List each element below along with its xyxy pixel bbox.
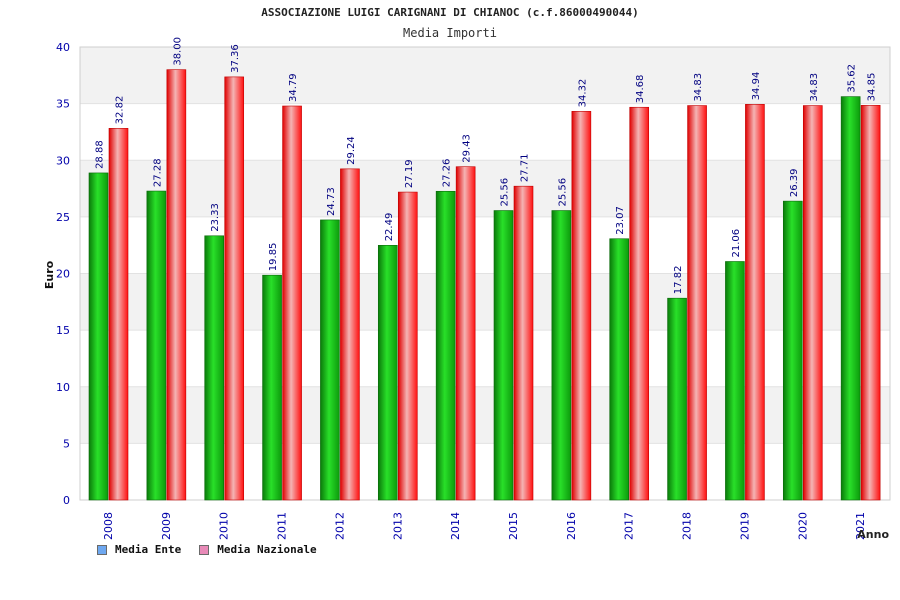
x-tick-label: 2018 [681, 512, 694, 540]
chart-subtitle: Media Importi [403, 26, 497, 40]
bar-media-nazionale [397, 191, 418, 501]
bar-value-label: 17.82 [673, 266, 684, 295]
bar-media-nazionale [687, 105, 707, 501]
bar-media-nazionale [802, 105, 823, 501]
bar-value-label: 27.26 [442, 159, 453, 188]
bar-media-ente [725, 261, 745, 501]
bar-value-label: 29.24 [346, 136, 357, 165]
bar-media-ente [840, 96, 861, 501]
x-tick-label: 2020 [796, 512, 809, 540]
legend-swatch-ente [97, 544, 107, 555]
bar-media-nazionale [860, 105, 881, 501]
x-tick-label: 2014 [449, 512, 462, 540]
x-tick-label: 2013 [391, 512, 404, 540]
bar-value-label: 38.00 [172, 37, 183, 66]
bar-value-label: 21.06 [731, 229, 742, 258]
legend-label-ente: Media Ente [115, 543, 182, 556]
bar-media-ente [493, 210, 514, 501]
bar-value-label: 27.71 [520, 154, 531, 183]
bar-value-label: 35.62 [847, 64, 858, 93]
bar-value-label: 25.56 [557, 178, 568, 207]
bar-value-label: 34.83 [693, 73, 704, 102]
bar-media-nazionale [629, 106, 650, 501]
legend-item-nazionale: Media Nazionale [199, 543, 317, 556]
bar-value-label: 24.73 [326, 187, 337, 216]
bar-media-ente [320, 219, 340, 501]
x-tick-label: 2015 [507, 512, 520, 540]
y-tick-label: 25 [56, 211, 70, 224]
bar-value-label: 22.49 [384, 213, 395, 242]
bar-value-label: 26.39 [789, 168, 800, 197]
bar-media-nazionale [224, 76, 245, 501]
bar-media-nazionale [513, 185, 534, 501]
x-tick-label: 2019 [738, 512, 751, 540]
legend-label-nazionale: Media Nazionale [217, 543, 317, 556]
bar-media-nazionale [282, 105, 302, 501]
bar-value-label: 34.32 [577, 79, 588, 108]
bar-media-ente [667, 297, 687, 501]
x-tick-label: 2016 [565, 512, 578, 540]
bar-value-label: 34.94 [751, 72, 762, 101]
legend-swatch-nazionale [199, 544, 210, 555]
x-tick-label: 2008 [102, 512, 115, 540]
bar-value-label: 28.88 [95, 140, 106, 169]
legend-item-ente: Media Ente [97, 543, 181, 556]
bar-value-label: 34.79 [288, 73, 299, 102]
legend: Media Ente Media Nazionale [97, 543, 317, 556]
y-tick-label: 30 [56, 154, 70, 167]
y-tick-label: 15 [56, 324, 70, 337]
bar-media-nazionale [340, 168, 360, 501]
bar-media-ente [551, 210, 572, 501]
bar-value-label: 27.28 [152, 158, 163, 187]
x-tick-label: 2009 [160, 512, 173, 540]
bar-value-label: 29.43 [462, 134, 473, 163]
x-tick-label: 2017 [623, 512, 636, 540]
bar-media-ente [204, 235, 225, 501]
bar-media-nazionale [571, 111, 592, 501]
bar-value-label: 34.83 [809, 73, 820, 102]
bar-value-label: 23.07 [615, 206, 626, 235]
y-tick-label: 5 [63, 437, 70, 450]
y-tick-label: 0 [63, 494, 70, 507]
bar-media-ente [609, 238, 630, 501]
y-tick-label: 10 [56, 381, 70, 394]
x-tick-label: 2011 [276, 512, 289, 540]
x-tick-label: 2010 [218, 512, 231, 540]
bar-media-nazionale [166, 69, 187, 501]
bar-media-nazionale [455, 166, 476, 501]
y-tick-label: 20 [56, 268, 70, 281]
bar-media-ente [782, 200, 803, 501]
x-tick-label: 2012 [333, 512, 346, 540]
bar-media-nazionale [745, 104, 765, 501]
grid-band [80, 47, 890, 104]
bar-value-label: 37.36 [230, 44, 241, 73]
plot-frame [79, 46, 891, 501]
bar-value-label: 25.56 [500, 178, 511, 207]
bar-media-nazionale [108, 128, 129, 501]
bar-value-label: 27.19 [404, 159, 415, 188]
y-axis-label: Euro [43, 260, 56, 289]
bar-media-ente [262, 274, 282, 501]
bar-value-label: 34.68 [635, 75, 646, 104]
x-tick-label: 2021 [854, 512, 867, 540]
bar-media-ente [146, 190, 167, 501]
grid-band [80, 160, 890, 217]
chart-title: ASSOCIAZIONE LUIGI CARIGNANI DI CHIANOC … [261, 6, 639, 19]
bar-value-label: 19.85 [268, 243, 279, 272]
x-axis-label: Anno [857, 528, 889, 541]
bar-value-label: 32.82 [115, 96, 126, 125]
y-tick-label: 35 [56, 98, 70, 111]
bar-media-ente [88, 172, 109, 501]
bar-media-ente [377, 245, 398, 501]
bar-media-ente [435, 190, 456, 501]
bar-value-label: 23.33 [210, 203, 221, 232]
y-tick-label: 40 [56, 41, 70, 54]
bar-value-label: 34.85 [867, 73, 878, 102]
grid-band [80, 273, 890, 331]
grid-band [80, 386, 890, 444]
